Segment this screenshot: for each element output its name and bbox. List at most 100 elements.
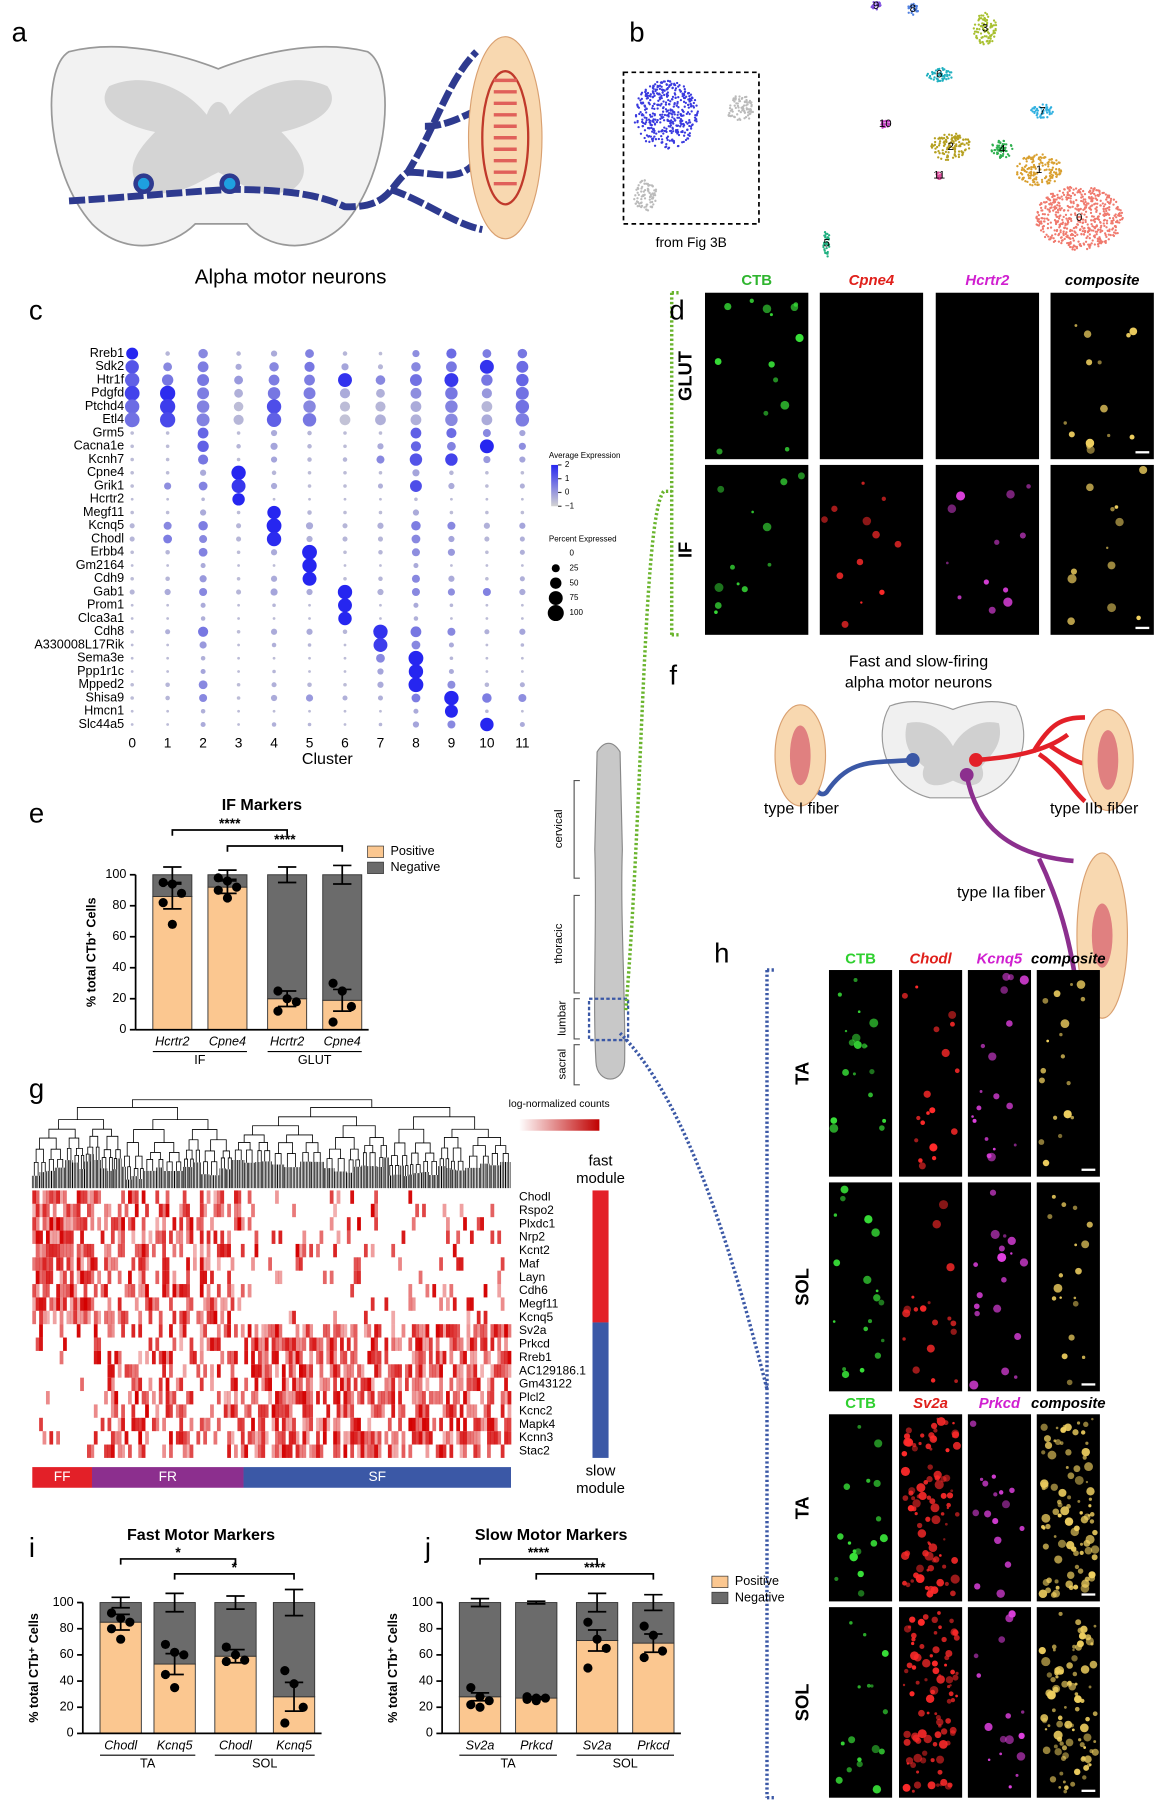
heatmap-cell [487,1351,491,1364]
dot [308,643,312,647]
cell [1083,1422,1088,1427]
umap-point [1068,244,1070,246]
umap-point [676,105,678,107]
dot [519,456,525,462]
umap-point [1074,249,1076,251]
dot [343,550,347,554]
umap-point [1065,217,1067,219]
umap-point [649,114,651,116]
heatmap-cell [490,1338,494,1351]
cell [946,1503,951,1508]
neuron [136,176,152,192]
heatmap-cell [265,1404,269,1417]
umap-point [945,78,947,80]
umap-point [634,194,636,196]
dot [273,564,276,567]
umap-point [1082,196,1084,198]
umap-point [735,107,737,109]
dot [449,642,454,647]
umap-point [1031,161,1033,163]
heatmap-cell [374,1324,378,1337]
heatmap-cell [470,1378,474,1391]
umap-point [637,192,639,194]
heatmap-cell [282,1404,286,1417]
umap-point [1108,195,1110,197]
data-point [522,1695,531,1704]
heatmap-cell [275,1391,279,1404]
colorbar-tick-label: 0 [565,488,570,497]
umap-point [1026,168,1028,170]
umap-point [1076,234,1078,236]
data-point [273,1007,282,1016]
cluster-label: 11 [933,170,945,182]
gene-label: Chodl [519,1190,550,1204]
umap-point [652,90,654,92]
umap-point [648,95,650,97]
umap-point [680,123,682,125]
umap-point [652,86,654,88]
heatmap-cell [343,1445,347,1458]
heatmap-cell [138,1244,142,1257]
umap-point [677,101,679,103]
heatmap-cell [162,1217,166,1230]
data-point [347,1002,356,1011]
umap-point [663,126,665,128]
heatmap-cell [97,1338,101,1351]
panel-label: c [29,295,43,326]
group-label: TA [140,1757,156,1771]
heatmap-cell [456,1378,460,1391]
y-tick-label: 100 [53,1595,74,1609]
cell [904,1433,910,1439]
umap-point [677,96,679,98]
dot [306,536,312,542]
dot [485,471,489,475]
heatmap-cell [176,1378,180,1391]
dot [200,509,206,515]
heatmap-cell [415,1351,419,1364]
dot [519,430,525,436]
x-tick-label: Chodl [104,1738,138,1752]
heatmap-cell [436,1338,440,1351]
umap-point [1053,206,1055,208]
heatmap-cell [84,1190,88,1203]
heatmap-cell [231,1284,235,1297]
heatmap-cell [66,1204,70,1217]
umap-point [1051,169,1053,171]
umap-point [646,97,648,99]
gene-label: Sv2a [519,1323,547,1337]
cell [984,579,989,584]
umap-point [941,137,943,139]
heatmap-cell [388,1378,392,1391]
umap-point [1062,239,1064,241]
umap-point [690,105,692,107]
umap-point [1051,158,1053,160]
umap-point [1060,195,1062,197]
heatmap-cell [207,1244,211,1257]
umap-point [1083,227,1085,229]
heatmap-cell [323,1418,327,1431]
heatmap-cell [53,1231,57,1244]
heatmap-cell [419,1364,423,1377]
umap-point [660,130,662,132]
heatmap-cell [108,1297,112,1310]
cell [883,1709,888,1714]
umap-point [1055,159,1057,161]
umap-point [1097,238,1099,240]
umap-point [1052,111,1054,113]
dot [445,453,457,465]
cell [831,506,837,512]
module-label: slow [586,1463,616,1480]
heatmap-cell [364,1378,368,1391]
heatmap-cell [70,1311,74,1324]
heatmap-cell [80,1311,84,1324]
data-point [280,1666,289,1675]
umap-point [668,125,670,127]
heatmap-cell [190,1231,194,1244]
cell [1054,1748,1061,1755]
dot [450,617,453,620]
heatmap-cell [87,1244,91,1257]
cell [1075,1644,1082,1651]
cluster-label: 3 [982,23,988,35]
gene-label: Ppp1r1c [77,664,124,678]
cell [1081,1757,1086,1762]
